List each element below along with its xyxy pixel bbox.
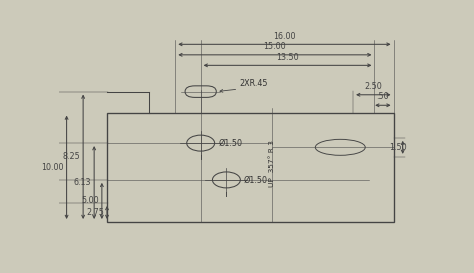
Text: 2XR.45: 2XR.45 <box>239 79 267 88</box>
Text: Ø1.50: Ø1.50 <box>244 176 268 184</box>
Text: 10.00: 10.00 <box>41 163 64 172</box>
Text: 2.75: 2.75 <box>86 208 104 217</box>
Text: Ø1.50: Ø1.50 <box>219 139 242 148</box>
Text: 5.00: 5.00 <box>82 197 99 205</box>
Text: 6.13: 6.13 <box>74 178 91 187</box>
Text: 1.50: 1.50 <box>389 143 406 152</box>
Text: 15.00: 15.00 <box>264 42 286 51</box>
Text: UP  357° R 3: UP 357° R 3 <box>269 140 274 186</box>
Text: 13.50: 13.50 <box>276 53 299 61</box>
Text: .50: .50 <box>376 93 389 102</box>
Text: 16.00: 16.00 <box>273 32 296 40</box>
Bar <box>107 113 393 222</box>
Text: 8.25: 8.25 <box>63 152 80 161</box>
Text: 2.50: 2.50 <box>365 82 382 91</box>
